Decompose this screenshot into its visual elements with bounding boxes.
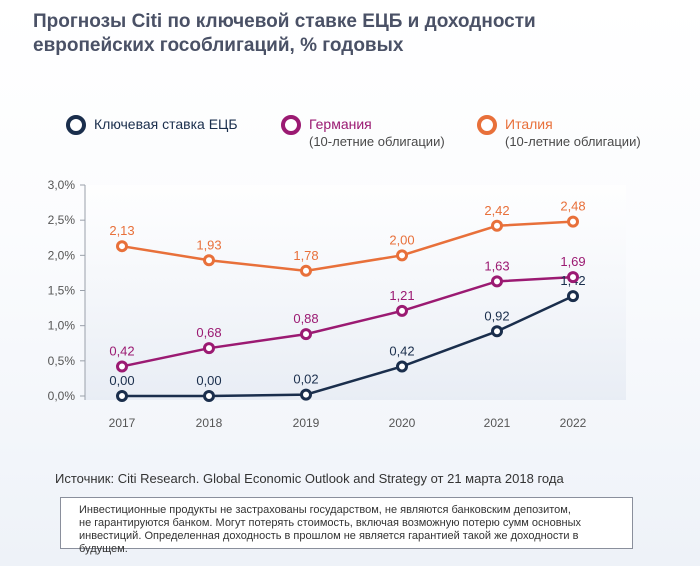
data-label-ecb: 0,02 bbox=[293, 372, 318, 387]
data-label-ecb: 0,00 bbox=[196, 373, 221, 388]
data-point-ecb bbox=[396, 360, 408, 373]
data-point-ecb bbox=[491, 325, 503, 338]
data-point-ecb bbox=[567, 290, 579, 303]
data-label-ecb: 0,00 bbox=[109, 373, 134, 388]
x-tick-label: 2022 bbox=[560, 416, 587, 430]
data-point-italy bbox=[203, 254, 215, 267]
legend-marker-italy bbox=[477, 115, 497, 135]
data-label-italy: 1,93 bbox=[196, 237, 221, 252]
legend-label-ecb: Ключевая ставка ЕЦБ bbox=[94, 116, 238, 132]
data-label-germany: 0,42 bbox=[109, 343, 134, 358]
series-line-italy bbox=[121, 220, 574, 273]
y-tick-label: 1,0% bbox=[48, 319, 76, 333]
disclaimer-box: Инвестиционные продукты не застрахованы … bbox=[60, 497, 633, 555]
data-label-italy: 2,00 bbox=[389, 232, 414, 247]
data-label-germany: 1,69 bbox=[560, 254, 585, 269]
data-label-germany: 1,21 bbox=[389, 288, 414, 303]
y-tick-label: 0,5% bbox=[48, 354, 76, 368]
data-label-italy: 2,48 bbox=[560, 199, 585, 214]
data-point-italy bbox=[491, 219, 503, 232]
data-point-italy bbox=[396, 249, 408, 262]
legend-label-germany: Германия bbox=[309, 116, 372, 132]
data-point-germany bbox=[567, 271, 579, 284]
data-point-germany bbox=[203, 342, 215, 355]
data-point-ecb bbox=[300, 388, 312, 401]
data-label-italy: 1,78 bbox=[293, 248, 318, 263]
x-tick-label: 2018 bbox=[196, 416, 223, 430]
data-point-italy bbox=[300, 264, 312, 277]
y-tick-label: 3,0% bbox=[48, 178, 76, 192]
data-point-italy bbox=[567, 215, 579, 228]
data-label-ecb: 0,92 bbox=[484, 308, 509, 323]
title-line-1: Прогнозы Citi по ключевой ставке ЕЦБ и д… bbox=[33, 11, 536, 32]
series-line-germany bbox=[121, 275, 574, 368]
legend-label-italy: Италия bbox=[505, 116, 553, 132]
disclaimer-line-3: инвестиций. Определенная доходность в пр… bbox=[79, 530, 579, 555]
legend-marker-germany bbox=[281, 115, 301, 135]
source-note: Источник: Citi Research. Global Economic… bbox=[55, 471, 564, 486]
x-tick-label: 2017 bbox=[109, 416, 136, 430]
data-label-germany: 1,63 bbox=[484, 258, 509, 273]
data-label-ecb: 0,42 bbox=[389, 343, 414, 358]
data-point-ecb bbox=[203, 390, 215, 402]
legend-marker-ecb bbox=[66, 115, 86, 135]
plot-area bbox=[85, 185, 626, 400]
data-point-italy bbox=[116, 240, 128, 253]
y-tick-label: 2,5% bbox=[48, 213, 76, 227]
data-point-ecb bbox=[116, 390, 128, 402]
disclaimer-line-2: не гарантируются банком. Могут потерять … bbox=[79, 517, 582, 529]
y-tick-label: 0,0% bbox=[48, 389, 76, 403]
chart-title: Прогнозы Citi по ключевой ставке ЕЦБ и д… bbox=[33, 10, 593, 58]
legend-sub-germany: (10-летние облигации) bbox=[309, 134, 445, 149]
y-tick-label: 2,0% bbox=[48, 248, 76, 262]
data-point-germany bbox=[116, 360, 128, 373]
title-line-2: европейских гособлигаций, % годовых bbox=[33, 35, 404, 56]
data-label-germany: 0,88 bbox=[293, 311, 318, 326]
data-label-italy: 2,13 bbox=[109, 223, 134, 238]
y-tick-label: 1,5% bbox=[48, 284, 76, 298]
data-point-germany bbox=[300, 328, 312, 341]
disclaimer-line-1: Инвестиционные продукты не застрахованы … bbox=[79, 504, 571, 516]
x-tick-label: 2020 bbox=[389, 416, 416, 430]
legend-sub-italy: (10-летние облигации) bbox=[505, 134, 641, 149]
x-tick-label: 2021 bbox=[484, 416, 511, 430]
data-label-germany: 0,68 bbox=[196, 325, 221, 340]
data-point-germany bbox=[396, 304, 408, 317]
data-point-germany bbox=[491, 275, 503, 288]
data-label-italy: 2,42 bbox=[484, 203, 509, 218]
series-line-ecb bbox=[122, 294, 574, 398]
x-tick-label: 2019 bbox=[293, 416, 320, 430]
